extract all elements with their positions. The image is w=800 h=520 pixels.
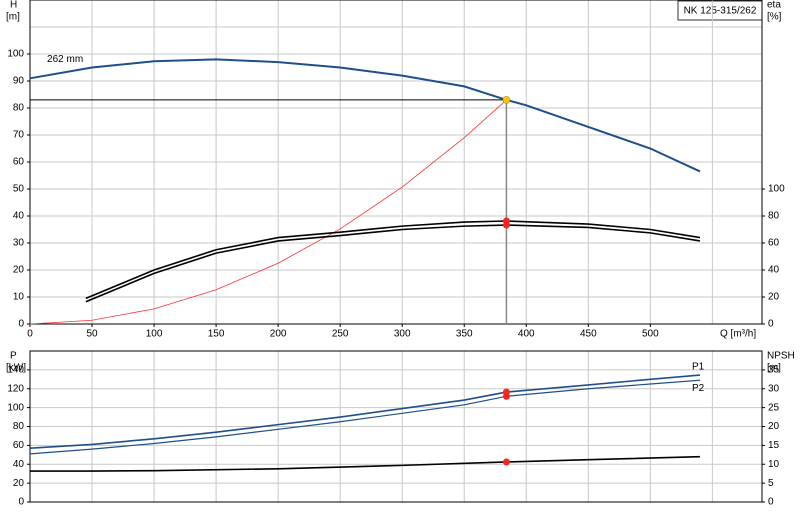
y-tick-label: 40 — [13, 459, 25, 470]
y-tick-label: 80 — [13, 421, 25, 432]
y2-axis-label: NPSH — [767, 351, 795, 362]
y2-tick-label: 0 — [768, 497, 774, 508]
x-tick-label: 400 — [518, 329, 535, 340]
x-tick-label: 300 — [394, 329, 411, 340]
x-tick-label: 150 — [208, 329, 225, 340]
series-label: P1 — [692, 362, 705, 373]
y-tick-label: 60 — [13, 157, 25, 168]
curve — [30, 455, 700, 472]
series-label: 262 mm — [47, 54, 83, 65]
y-tick-label: 10 — [13, 292, 25, 303]
y-axis-unit: [kW] — [6, 363, 26, 374]
y2-tick-label: 20 — [768, 421, 780, 432]
y2-tick-label: 60 — [768, 238, 780, 249]
y2-tick-label: 0 — [768, 319, 774, 330]
y-tick-label: 50 — [13, 184, 25, 195]
y2-tick-label: 25 — [768, 402, 780, 413]
y2-tick-label: 15 — [768, 440, 780, 451]
y-tick-label: 0 — [18, 497, 24, 508]
y-tick-label: 70 — [13, 130, 25, 141]
y2-axis-unit: [%] — [767, 12, 782, 23]
x-tick-label: 100 — [146, 329, 163, 340]
x-tick-label: 350 — [456, 329, 473, 340]
duty-point — [502, 96, 511, 104]
y-tick-label: 20 — [13, 265, 25, 276]
y-axis-label: H — [10, 0, 17, 11]
curve — [29, 99, 507, 325]
y2-tick-label: 35 — [768, 365, 780, 376]
x-tick-label: 250 — [332, 329, 349, 340]
operating-point — [502, 221, 510, 229]
chart-title: NK 125-315/262 — [684, 6, 757, 17]
y-axis-label: P — [10, 351, 17, 362]
y2-tick-label: 30 — [768, 383, 780, 394]
y-tick-label: 140 — [7, 365, 24, 376]
y2-tick-label: 40 — [768, 265, 780, 276]
y2-tick-label: 5 — [768, 478, 774, 489]
y-tick-label: 30 — [13, 238, 25, 249]
x-tick-label: 200 — [270, 329, 287, 340]
y-tick-label: 40 — [13, 211, 25, 222]
x-tick-label: 500 — [642, 329, 659, 340]
y-tick-label: 90 — [13, 76, 25, 87]
y-tick-label: 80 — [13, 103, 25, 114]
y-tick-label: 60 — [13, 440, 25, 451]
y2-tick-label: 10 — [768, 459, 780, 470]
y-axis-unit: [m] — [6, 12, 20, 23]
curve — [29, 374, 701, 450]
operating-point — [502, 392, 510, 400]
y2-tick-label: 20 — [768, 292, 780, 303]
y2-tick-label: 100 — [768, 184, 785, 195]
curve — [29, 379, 701, 455]
series-label: P2 — [692, 383, 705, 394]
x-tick-label: 450 — [580, 329, 597, 340]
curve — [85, 220, 701, 300]
curve — [85, 224, 701, 303]
y-tick-label: 100 — [7, 402, 24, 413]
operating-point — [502, 458, 510, 466]
y-tick-label: 100 — [7, 49, 24, 60]
y2-axis-unit: [m] — [767, 363, 781, 374]
x-tick-label: 50 — [86, 329, 98, 340]
x-tick-label: 0 — [27, 329, 33, 340]
y-tick-label: 20 — [13, 478, 25, 489]
x-axis-label: Q [m³/h] — [720, 329, 756, 340]
y2-axis-label: eta — [767, 0, 781, 11]
curve — [29, 58, 701, 173]
y2-tick-label: 80 — [768, 211, 780, 222]
y-tick-label: 0 — [18, 319, 24, 330]
y-tick-label: 120 — [7, 383, 24, 394]
